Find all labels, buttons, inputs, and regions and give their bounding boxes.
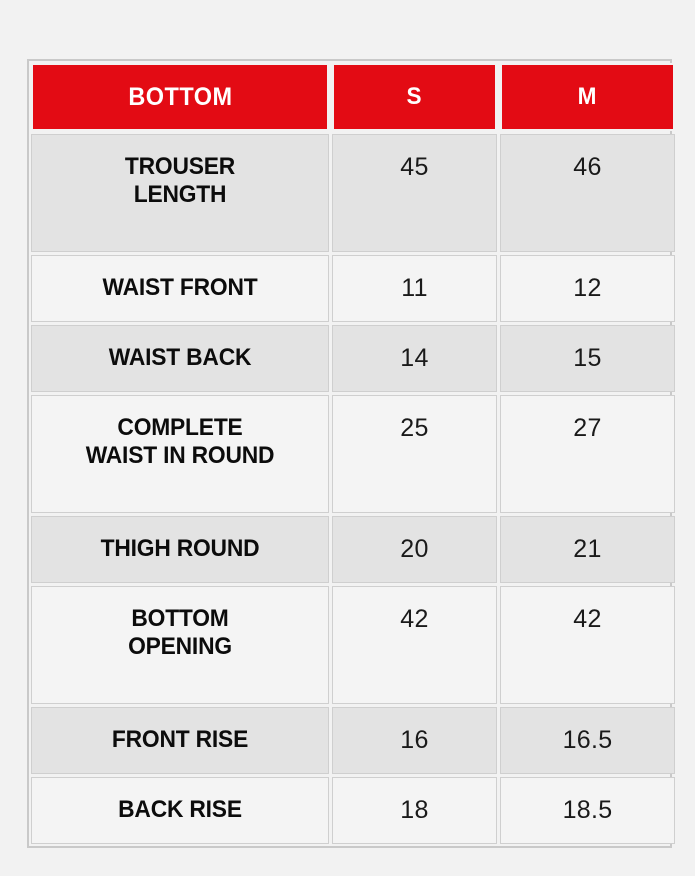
header-cell-bottom: BOTTOM	[31, 63, 329, 131]
table-row: TROUSER LENGTH 45 46	[31, 134, 675, 252]
row-value-s: 16	[400, 726, 429, 754]
header-label-size-m: M	[577, 83, 598, 110]
row-value-cell-m: 16.5	[500, 707, 675, 774]
row-value-cell-s: 14	[332, 325, 497, 392]
row-label-cell: WAIST BACK	[31, 325, 329, 392]
row-label-text: WAIST BACK	[108, 344, 252, 371]
row-value-cell-m: 46	[500, 134, 675, 252]
row-value-cell-s: 42	[332, 586, 497, 704]
row-label-text: BOTTOM OPENING	[39, 605, 320, 662]
size-chart-table: BOTTOM S M TROUSER LENGTH 45 46	[27, 59, 675, 848]
row-value-cell-s: 45	[332, 134, 497, 252]
row-label-line2: OPENING	[128, 633, 232, 661]
row-value-cell-m: 21	[500, 516, 675, 583]
row-label-line1: COMPLETE	[117, 414, 243, 441]
row-value-cell-s: 18	[332, 777, 497, 844]
row-value-m: 42	[573, 605, 602, 633]
row-value-s: 42	[400, 605, 429, 633]
table-row: BACK RISE 18 18.5	[31, 777, 675, 844]
header-label-bottom: BOTTOM	[127, 82, 233, 111]
row-value-s: 45	[400, 153, 429, 181]
row-label-text: WAIST FRONT	[102, 274, 258, 301]
row-label-cell: BOTTOM OPENING	[31, 586, 329, 704]
row-value-m: 21	[573, 535, 602, 563]
row-label-cell: WAIST FRONT	[31, 255, 329, 322]
row-value-cell-s: 16	[332, 707, 497, 774]
row-label-text: FRONT RISE	[111, 726, 249, 753]
row-label-line2: WAIST IN ROUND	[85, 442, 275, 470]
row-value-s: 25	[400, 414, 429, 442]
row-value-cell-m: 42	[500, 586, 675, 704]
row-value-cell-m: 18.5	[500, 777, 675, 844]
row-label-line1: TROUSER	[124, 153, 236, 180]
header-label-size-s: S	[406, 83, 423, 110]
table-row: COMPLETE WAIST IN ROUND 25 27	[31, 395, 675, 513]
table-row: THIGH ROUND 20 21	[31, 516, 675, 583]
table-header-row: BOTTOM S M	[31, 63, 675, 131]
table-row: FRONT RISE 16 16.5	[31, 707, 675, 774]
row-label-text: BACK RISE	[118, 796, 242, 823]
table-row: WAIST FRONT 11 12	[31, 255, 675, 322]
row-label-cell: COMPLETE WAIST IN ROUND	[31, 395, 329, 513]
row-label-text: THIGH ROUND	[100, 535, 260, 562]
row-value-m: 16.5	[562, 726, 613, 754]
row-value-cell-s: 20	[332, 516, 497, 583]
header-cell-size-s: S	[332, 63, 497, 131]
row-value-m: 18.5	[562, 796, 613, 824]
table-row: BOTTOM OPENING 42 42	[31, 586, 675, 704]
row-label-cell: BACK RISE	[31, 777, 329, 844]
row-value-s: 18	[400, 796, 429, 824]
row-label-line1: BOTTOM	[131, 605, 229, 632]
row-label-cell: TROUSER LENGTH	[31, 134, 329, 252]
row-value-s: 20	[400, 535, 429, 563]
row-value-cell-s: 11	[332, 255, 497, 322]
row-label-text: TROUSER LENGTH	[39, 153, 320, 210]
row-value-s: 11	[401, 274, 428, 302]
row-value-m: 46	[573, 153, 602, 181]
table-row: WAIST BACK 14 15	[31, 325, 675, 392]
row-label-cell: FRONT RISE	[31, 707, 329, 774]
row-value-cell-m: 27	[500, 395, 675, 513]
header-cell-size-m: M	[500, 63, 675, 131]
row-value-s: 14	[400, 344, 429, 372]
row-label-text: COMPLETE WAIST IN ROUND	[39, 414, 320, 471]
row-label-line2: LENGTH	[133, 181, 227, 209]
row-value-m: 15	[573, 344, 602, 372]
row-value-cell-s: 25	[332, 395, 497, 513]
row-value-cell-m: 12	[500, 255, 675, 322]
row-value-m: 12	[573, 274, 602, 302]
row-value-m: 27	[573, 414, 602, 442]
row-value-cell-m: 15	[500, 325, 675, 392]
row-label-cell: THIGH ROUND	[31, 516, 329, 583]
